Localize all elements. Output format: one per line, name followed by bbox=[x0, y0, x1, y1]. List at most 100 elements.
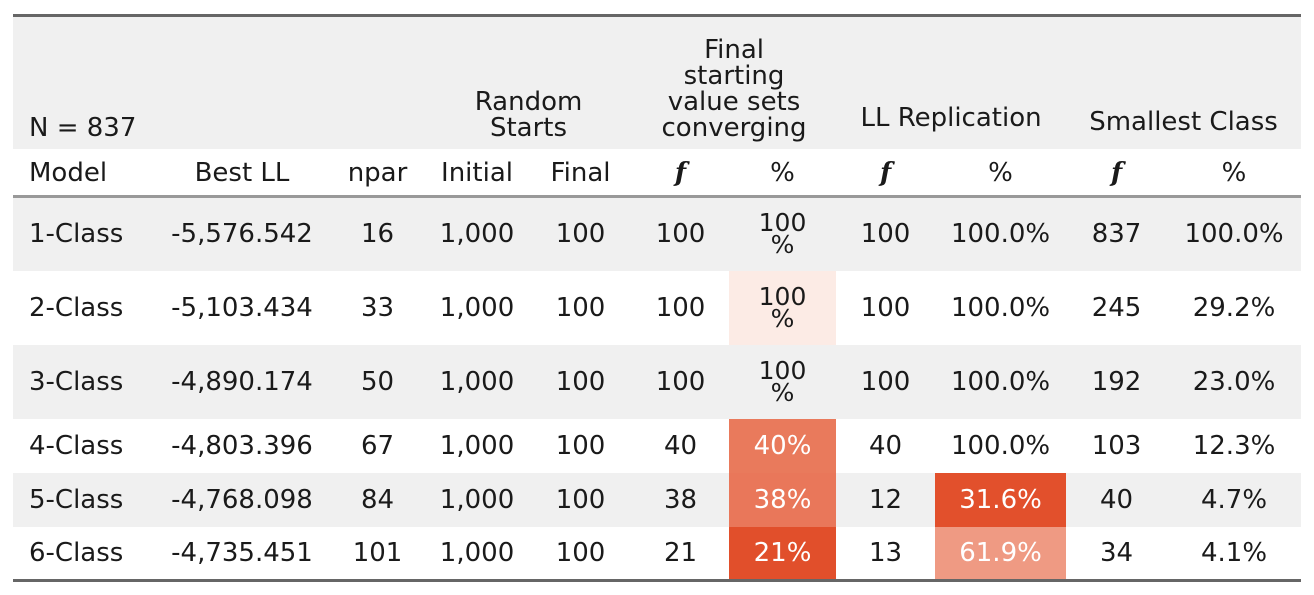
smallest-class-header: Smallest Class bbox=[1066, 14, 1302, 149]
sc-pct-col-header: % bbox=[1167, 148, 1302, 198]
final-cell: 100 bbox=[555, 219, 606, 250]
conv-pct-cell: 100 % bbox=[729, 345, 836, 419]
sc-f-cell: 40 bbox=[1099, 484, 1134, 515]
best-ll-col-header: Best LL bbox=[154, 148, 330, 198]
final-cell: 100 bbox=[555, 430, 606, 461]
table-row-1-class: 1-Class -5,576.542 16 1,000 100 100 100 … bbox=[13, 196, 1302, 271]
sc-f-cell: 192 bbox=[1091, 366, 1142, 397]
random-starts-text: Random Starts bbox=[474, 86, 583, 143]
ll-pct-cell: 61.9% bbox=[935, 526, 1067, 582]
model-cell: 4-Class bbox=[29, 430, 124, 461]
sc-pct-cell: 12.3% bbox=[1192, 430, 1276, 461]
best-ll-cell: -5,576.542 bbox=[171, 219, 313, 250]
npar-cell: 16 bbox=[360, 219, 395, 250]
sc-pct-cell: 23.0% bbox=[1192, 366, 1276, 397]
ll-pct-col-header: % bbox=[935, 148, 1067, 198]
best-ll-cell: -5,103.434 bbox=[171, 292, 313, 323]
sc-f-cell: 245 bbox=[1091, 292, 1142, 323]
ll-pct-cell: 100.0% bbox=[950, 292, 1051, 323]
sample-size-label: N = 837 bbox=[13, 14, 426, 149]
final-cell: 100 bbox=[555, 292, 606, 323]
ll-f-col-header: f bbox=[836, 148, 936, 198]
npar-cell: 33 bbox=[360, 292, 395, 323]
conv-f-cell: 21 bbox=[632, 526, 730, 582]
table-row-3-class: 3-Class -4,890.174 50 1,000 100 100 100 … bbox=[13, 344, 1302, 419]
npar-cell: 50 bbox=[360, 366, 395, 397]
initial-cell: 1,000 bbox=[439, 484, 515, 515]
model-fit-table-container: N = 837 Random Starts Final starting val… bbox=[13, 14, 1302, 582]
random-starts-header: Random Starts bbox=[425, 14, 633, 149]
model-cell: 3-Class bbox=[29, 366, 124, 397]
best-ll-cell: -4,803.396 bbox=[171, 430, 313, 461]
best-ll-cell: -4,768.098 bbox=[171, 484, 313, 515]
conv-pct-col-header: % bbox=[729, 148, 837, 198]
final-starting-line-2: starting bbox=[683, 60, 785, 91]
ll-pct-cell: 31.6% bbox=[935, 472, 1067, 527]
final-starting-line-1: Final bbox=[704, 34, 764, 65]
initial-cell: 1,000 bbox=[439, 366, 515, 397]
conv-pct-sign: % bbox=[770, 230, 795, 260]
model-fit-table: N = 837 Random Starts Final starting val… bbox=[13, 14, 1302, 582]
ll-replication-header: LL Replication bbox=[836, 14, 1067, 149]
table-row-5-class: 5-Class -4,768.098 84 1,000 100 38 38% 1… bbox=[13, 472, 1302, 527]
conv-pct-number: 100 bbox=[758, 355, 807, 385]
conv-pct-number: 100 bbox=[758, 281, 807, 311]
sc-pct-cell: 4.7% bbox=[1201, 484, 1268, 515]
sc-pct-cell: 4.1% bbox=[1167, 526, 1302, 582]
table-row-6-class: 6-Class -4,735.451 101 1,000 100 21 21% … bbox=[13, 526, 1302, 582]
sc-f-cell: 837 bbox=[1091, 219, 1142, 250]
ll-pct-cell: 100.0% bbox=[950, 219, 1051, 250]
ll-f-cell: 12 bbox=[868, 484, 903, 515]
conv-pct-sign: % bbox=[770, 377, 795, 407]
conv-pct-cell: 38% bbox=[729, 472, 837, 527]
npar-cell: 84 bbox=[360, 484, 395, 515]
ll-f-cell: 13 bbox=[836, 526, 936, 582]
initial-cell: 1,000 bbox=[439, 292, 515, 323]
ll-pct-cell: 100.0% bbox=[950, 366, 1051, 397]
sc-pct-cell: 100.0% bbox=[1184, 219, 1284, 250]
ll-f-cell: 100 bbox=[860, 219, 911, 250]
model-col-header: Model bbox=[13, 148, 154, 198]
sc-f-col-header: f bbox=[1066, 148, 1168, 198]
best-ll-cell: -4,735.451 bbox=[154, 526, 330, 582]
sc-pct-cell: 29.2% bbox=[1192, 292, 1276, 323]
ll-pct-cell: 100.0% bbox=[950, 430, 1051, 461]
npar-cell: 67 bbox=[360, 430, 395, 461]
final-starting-line-3: value sets bbox=[667, 86, 801, 117]
ll-f-cell: 100 bbox=[860, 366, 911, 397]
final-cell: 100 bbox=[529, 526, 633, 582]
sc-f-cell: 103 bbox=[1091, 430, 1142, 461]
conv-f-cell: 100 bbox=[655, 366, 706, 397]
conv-f-cell: 40 bbox=[663, 430, 698, 461]
conv-f-col-header: f bbox=[632, 148, 730, 198]
column-header-row: Model Best LL npar Initial Final f % f %… bbox=[13, 148, 1302, 198]
final-col-header: Final bbox=[529, 148, 633, 198]
conv-pct-cell: 100 % bbox=[729, 270, 837, 345]
best-ll-cell: -4,890.174 bbox=[171, 366, 313, 397]
initial-cell: 1,000 bbox=[439, 219, 515, 250]
conv-pct-sign: % bbox=[770, 303, 795, 333]
ll-f-cell: 100 bbox=[860, 292, 911, 323]
conv-pct-number: 100 bbox=[758, 208, 807, 238]
table-row-4-class: 4-Class -4,803.396 67 1,000 100 40 40% 4… bbox=[13, 418, 1302, 473]
model-cell: 6-Class bbox=[13, 526, 154, 582]
model-cell: 2-Class bbox=[29, 292, 124, 323]
conv-f-cell: 38 bbox=[663, 484, 698, 515]
initial-col-header: Initial bbox=[425, 148, 530, 198]
ll-f-cell: 40 bbox=[868, 430, 903, 461]
conv-pct-cell: 100 % bbox=[729, 197, 836, 271]
initial-cell: 1,000 bbox=[425, 526, 530, 582]
table-row-2-class: 2-Class -5,103.434 33 1,000 100 100 100 … bbox=[13, 270, 1302, 345]
sc-f-cell: 34 bbox=[1066, 526, 1168, 582]
npar-col-header: npar bbox=[330, 148, 426, 198]
conv-pct-cell: 40% bbox=[729, 418, 837, 473]
final-starting-line-4: converging bbox=[661, 112, 807, 143]
final-starting-header: Final starting value sets converging bbox=[632, 14, 837, 149]
group-header-row: N = 837 Random Starts Final starting val… bbox=[13, 14, 1302, 149]
initial-cell: 1,000 bbox=[439, 430, 515, 461]
final-cell: 100 bbox=[555, 366, 606, 397]
final-cell: 100 bbox=[555, 484, 606, 515]
conv-f-cell: 100 bbox=[655, 219, 706, 250]
npar-cell: 101 bbox=[330, 526, 426, 582]
model-cell: 1-Class bbox=[29, 219, 124, 250]
